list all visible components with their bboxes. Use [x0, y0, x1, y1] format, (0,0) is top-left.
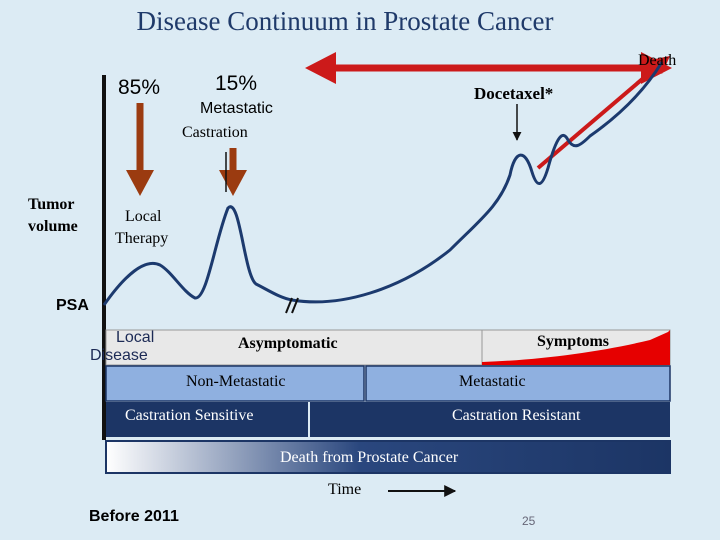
label-docetaxel: Docetaxel* [474, 84, 554, 103]
label-castration-resistant: Castration Resistant [452, 407, 581, 424]
symptoms-wedge [482, 330, 670, 365]
label-tumor: Tumor [28, 196, 75, 213]
label-before-2011: Before 2011 [89, 508, 179, 525]
label-time: Time [328, 481, 362, 498]
label-asymptomatic: Asymptomatic [238, 335, 338, 352]
page-title: Disease Continuum in Prostate Cancer [136, 6, 554, 36]
psa-tumor-curve [102, 61, 664, 306]
label-death: Death [638, 52, 677, 69]
castration-resistant-bar [310, 402, 670, 437]
label-local-disease-2: Disease [90, 347, 148, 364]
label-non-metastatic: Non-Metastatic [186, 373, 286, 390]
brown-arrow-15 [219, 148, 247, 196]
label-local-therapy-2: Therapy [115, 230, 169, 247]
brown-arrow-85 [126, 103, 154, 196]
non-metastatic-bar [105, 365, 365, 402]
castration-sensitive-bar [106, 402, 308, 437]
label-metastatic-stage: Metastatic [459, 373, 526, 390]
asymptomatic-bar [105, 329, 483, 366]
label-local-therapy-1: Local [125, 208, 162, 225]
death-from-prostate-cancer-bar [105, 440, 671, 474]
label-local-disease-1: Local [116, 329, 155, 346]
label-castration-sensitive: Castration Sensitive [125, 407, 254, 424]
label-psa: PSA [56, 297, 89, 314]
label-volume: volume [28, 218, 78, 235]
red-double-arrow [305, 52, 672, 84]
axis-break-mark [285, 297, 299, 314]
death-arrow [536, 56, 670, 170]
label-symptoms: Symptoms [537, 333, 610, 350]
label-metastatic: Metastatic [200, 100, 273, 117]
label-15-percent: 15% [215, 72, 258, 95]
label-85-percent: 85% [118, 76, 161, 99]
label-death-from-prostate-cancer: Death from Prostate Cancer [280, 449, 459, 466]
page-number: 25 [522, 514, 536, 528]
label-castration: Castration [182, 124, 248, 141]
metastatic-bar [365, 365, 671, 402]
